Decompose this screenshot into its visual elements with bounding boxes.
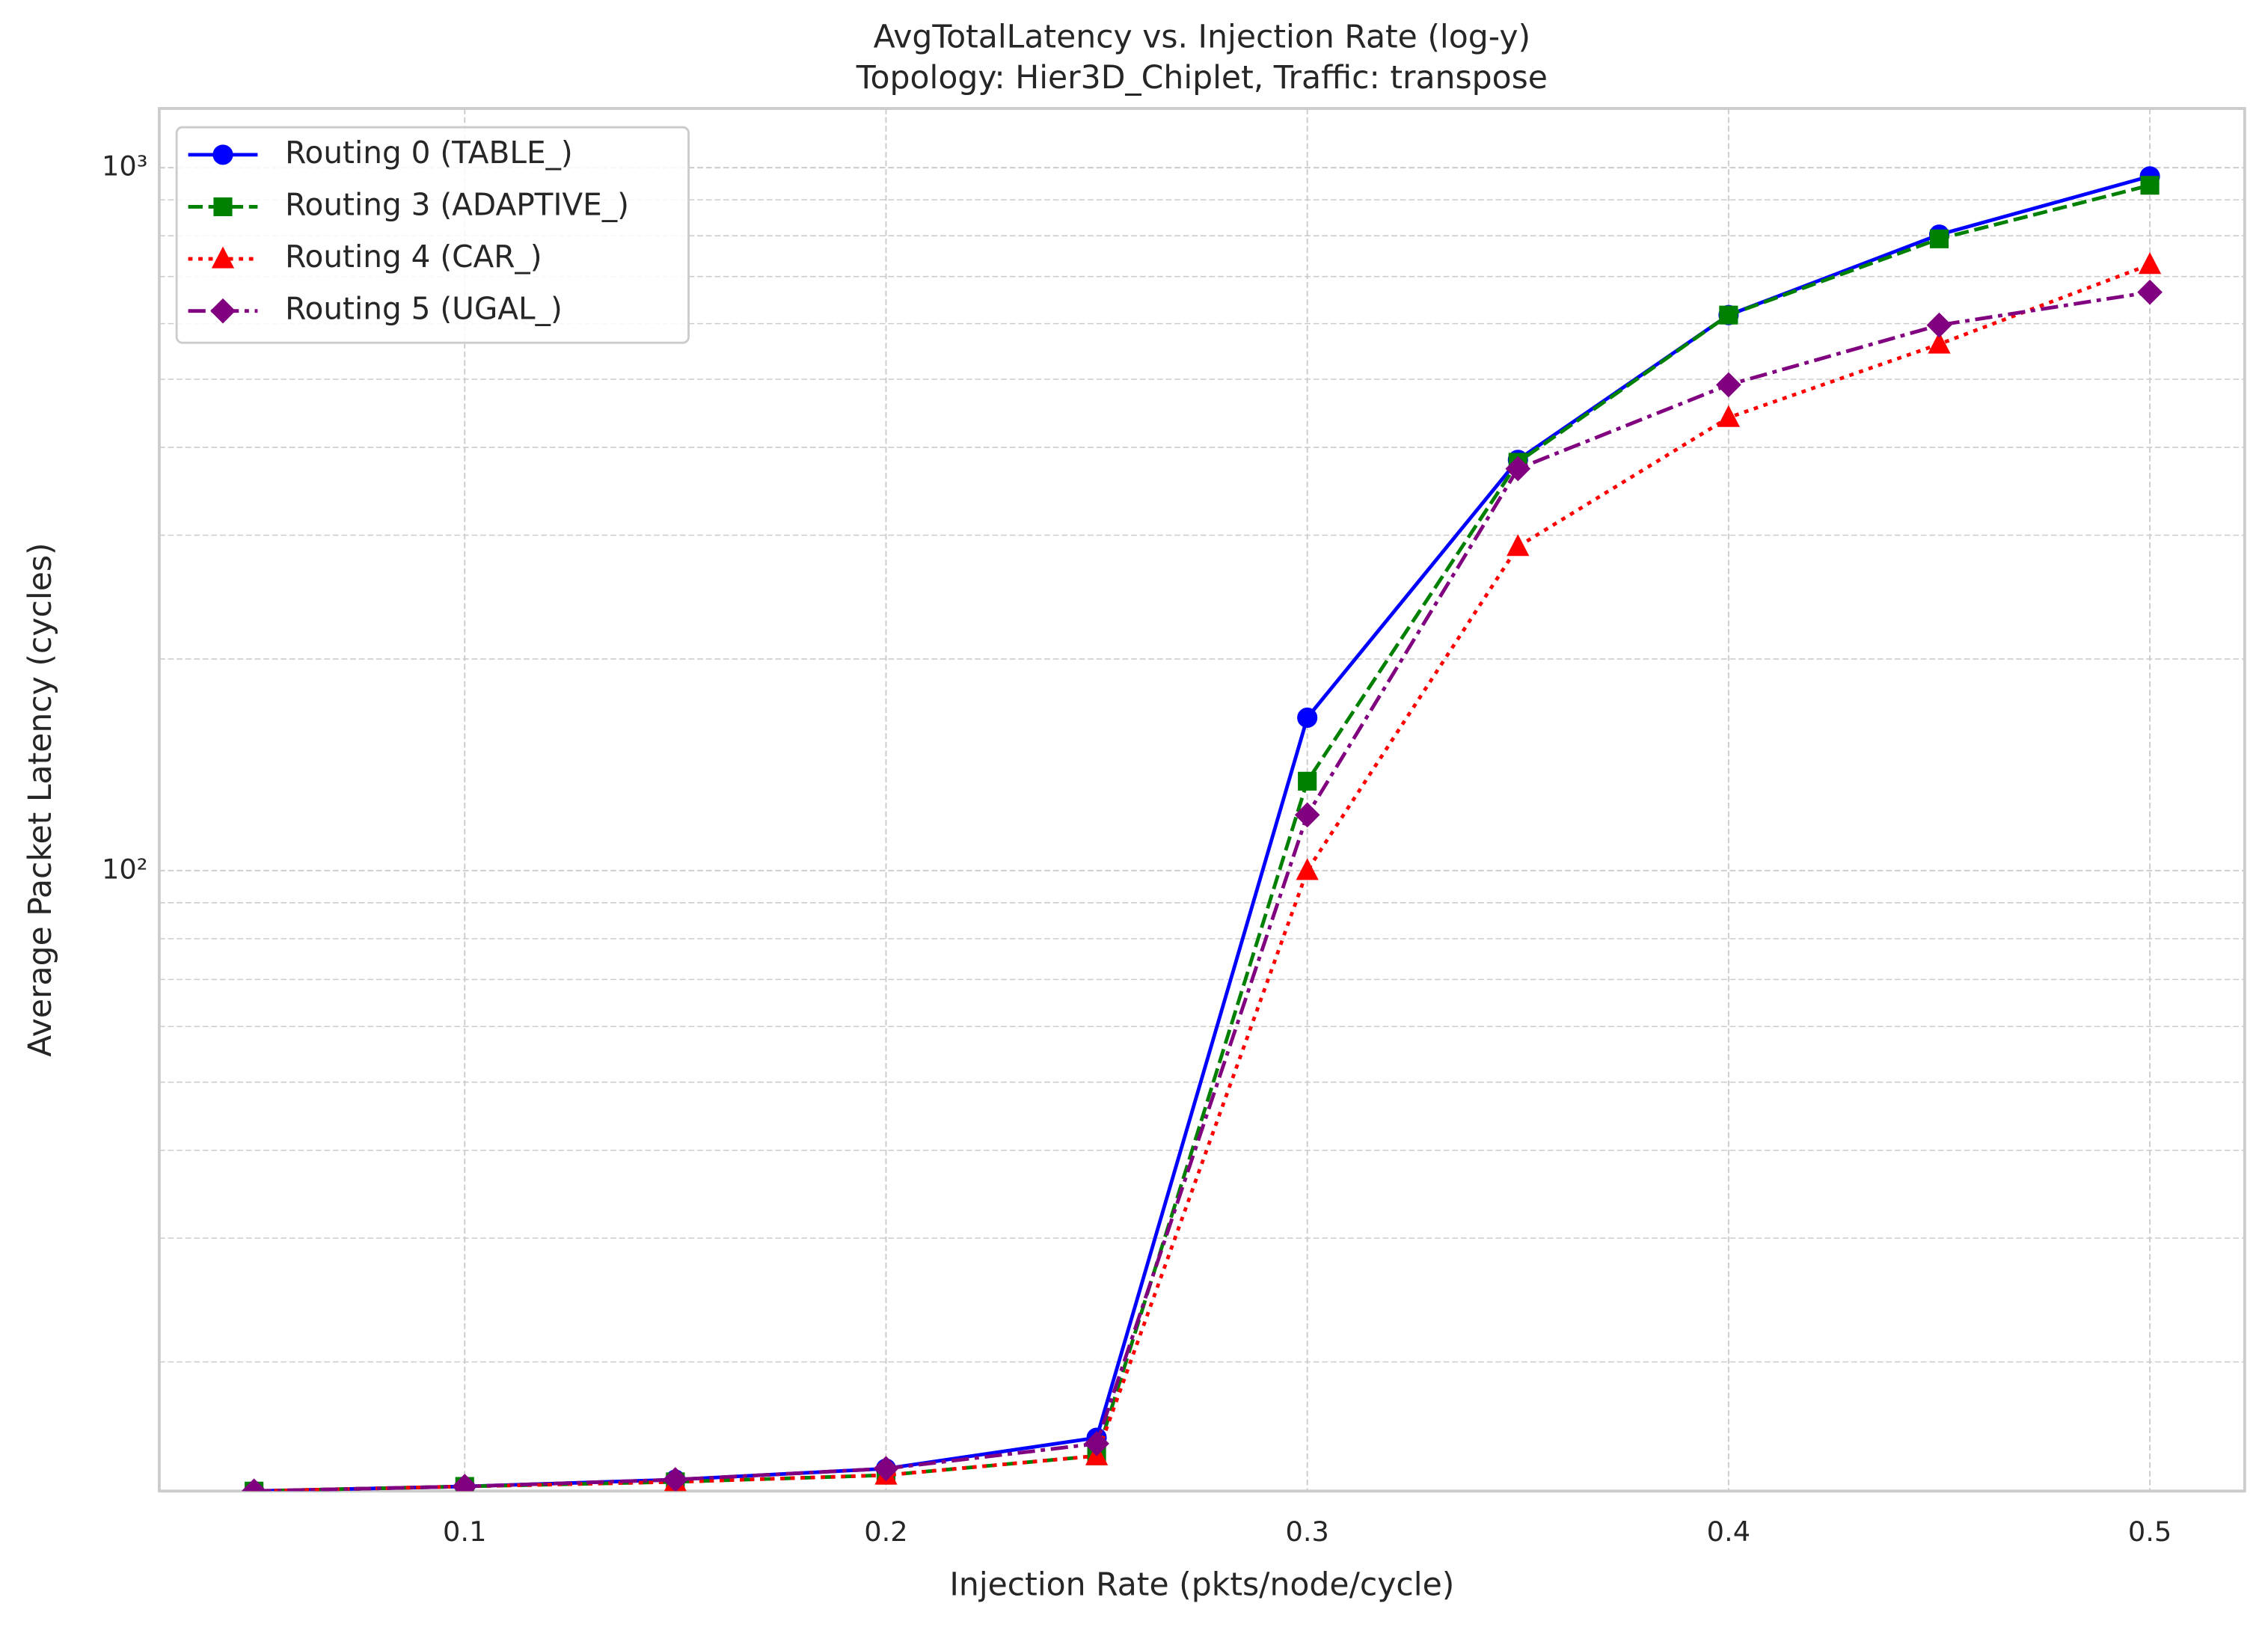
x-tick-label: 0.5	[2128, 1516, 2172, 1548]
marker	[452, 1474, 478, 1492]
marker	[241, 1478, 267, 1492]
marker	[1507, 534, 1530, 557]
chart-title: AvgTotalLatency vs. Injection Rate (log-…	[874, 19, 1530, 56]
plot-frame	[157, 107, 2246, 1493]
marker	[873, 1456, 899, 1482]
legend-marker	[212, 144, 233, 165]
chart-subtitle: Topology: Hier3D_Chiplet, Traffic: trans…	[856, 60, 1548, 96]
marker	[663, 1467, 688, 1492]
legend-marker	[213, 197, 233, 217]
marker	[1084, 1431, 1109, 1456]
y-axis-label: Average Packet Latency (cycles)	[22, 542, 59, 1056]
marker	[1505, 456, 1531, 482]
marker	[1297, 707, 1318, 728]
x-tick-label: 0.2	[864, 1516, 907, 1548]
y-tick-label: 10²	[102, 853, 147, 885]
legend-box	[175, 126, 690, 344]
marker	[1929, 229, 1949, 248]
y-tick-label: 10³	[102, 150, 147, 183]
marker	[2137, 279, 2163, 305]
marker	[1296, 858, 1319, 880]
marker	[1719, 305, 1738, 325]
marker	[2140, 176, 2160, 195]
marker	[2138, 252, 2162, 275]
x-tick-label: 0.1	[443, 1516, 486, 1548]
legend-label: Routing 0 (TABLE_)	[285, 135, 573, 171]
x-axis-label: Injection Rate (pkts/node/cycle)	[949, 1566, 1454, 1603]
marker	[1294, 802, 1320, 828]
legend-label: Routing 5 (UGAL_)	[285, 291, 563, 327]
x-tick-label: 0.3	[1285, 1516, 1328, 1548]
marker	[1716, 372, 1741, 398]
series-line	[254, 290, 2151, 1492]
marker	[1926, 312, 1952, 338]
series-group	[241, 166, 2163, 1492]
marker	[1928, 331, 1951, 354]
legend-marker	[210, 298, 236, 324]
x-tick-label: 0.4	[1707, 1516, 1750, 1548]
marker	[1717, 405, 1740, 427]
legend-label: Routing 4 (CAR_)	[285, 239, 542, 275]
marker	[1298, 771, 1317, 791]
legend-marker	[211, 246, 235, 269]
legend-label: Routing 3 (ADAPTIVE_)	[285, 186, 629, 222]
